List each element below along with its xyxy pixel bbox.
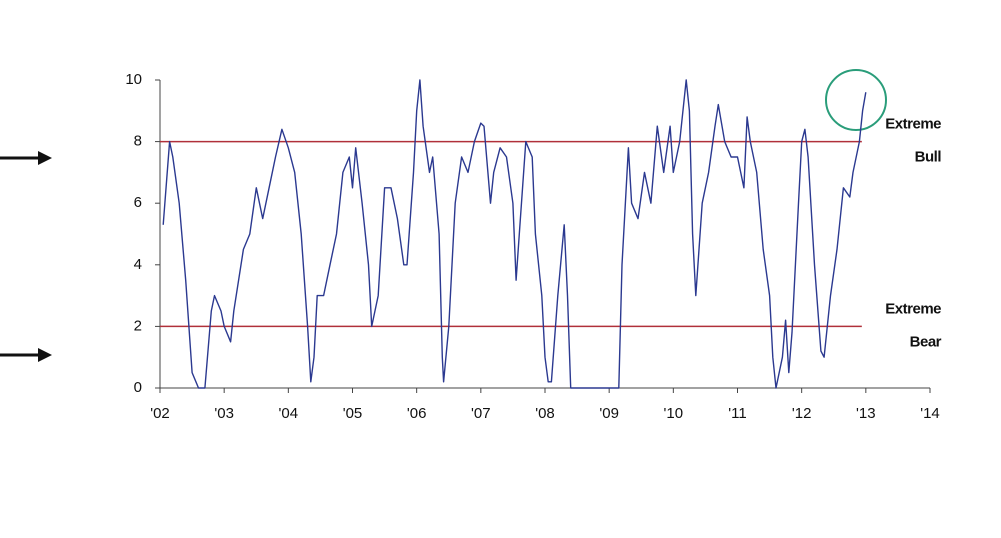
reference-label: Bull bbox=[915, 149, 942, 166]
x-tick-label: '04 bbox=[279, 405, 299, 422]
x-tick-label: '09 bbox=[599, 405, 619, 422]
highlight-circle bbox=[825, 69, 887, 131]
x-tick-label: '06 bbox=[407, 405, 427, 422]
x-tick-label: '03 bbox=[214, 405, 234, 422]
x-tick-label: '12 bbox=[792, 405, 812, 422]
x-tick-label: '08 bbox=[535, 405, 555, 422]
reference-label: Extreme bbox=[885, 116, 941, 133]
x-tick-label: '10 bbox=[664, 405, 684, 422]
y-tick-label: 8 bbox=[134, 133, 142, 150]
x-tick-label: '14 bbox=[920, 405, 940, 422]
y-tick-label: 10 bbox=[125, 71, 142, 88]
y-tick-label: 4 bbox=[134, 256, 142, 273]
reference-label: Bear bbox=[910, 333, 942, 350]
y-tick-label: 0 bbox=[134, 379, 142, 396]
x-tick-label: '07 bbox=[471, 405, 491, 422]
arrow-head bbox=[38, 348, 52, 362]
data-line bbox=[162, 79, 867, 389]
x-tick-label: '05 bbox=[343, 405, 363, 422]
x-tick-label: '02 bbox=[150, 405, 170, 422]
reference-label: Extreme bbox=[885, 300, 941, 317]
x-tick-label: '11 bbox=[728, 405, 746, 422]
y-tick-label: 6 bbox=[134, 194, 142, 211]
arrow-head bbox=[38, 151, 52, 165]
y-tick-label: 2 bbox=[134, 317, 142, 334]
arrows bbox=[0, 151, 52, 362]
x-tick-label: '13 bbox=[856, 405, 876, 422]
